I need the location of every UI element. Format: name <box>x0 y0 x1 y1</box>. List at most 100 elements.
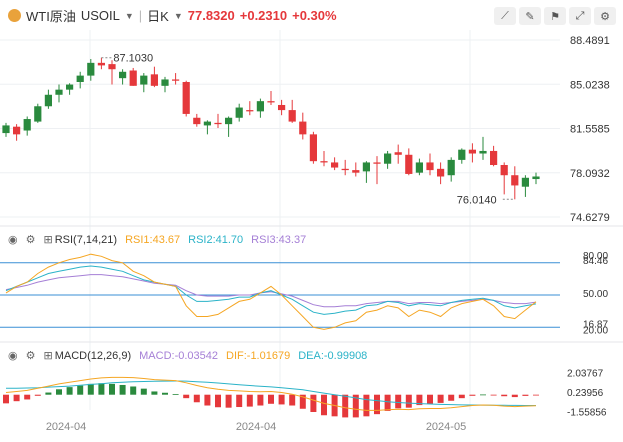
candle-body <box>394 152 402 155</box>
rsi3-line <box>5 274 537 308</box>
macd-histogram-bar <box>215 394 221 408</box>
candle-body <box>437 168 445 177</box>
candle-body <box>87 62 95 76</box>
indicator-settings-icon[interactable]: ⚙ <box>25 234 36 246</box>
mark-tool-icon[interactable]: ⚑ <box>544 7 566 25</box>
symbol-flag-icon <box>8 9 21 22</box>
macd-histogram-bar <box>501 394 508 397</box>
fullscreen-icon[interactable]: ⤢ <box>569 7 591 25</box>
candle-body <box>447 159 455 176</box>
macd-histogram-bar <box>77 385 84 395</box>
timeframe-select[interactable]: 日K <box>147 9 169 24</box>
macd-histogram-bar <box>289 394 296 406</box>
visibility-eye-icon[interactable]: ◉ <box>8 350 18 362</box>
symbol-dropdown-icon[interactable]: ▼ <box>124 10 134 21</box>
macd-histogram-bar <box>98 383 105 395</box>
candle-body <box>246 110 254 112</box>
candle-body <box>288 110 296 122</box>
macd-histogram-bar <box>236 394 243 408</box>
macd-histogram-bar <box>119 384 126 395</box>
candle-body <box>119 71 127 79</box>
candle-body <box>362 162 370 172</box>
macd-histogram-bar <box>151 391 158 395</box>
low-price-label: 76.0140 <box>457 194 497 206</box>
candle-body <box>66 84 74 90</box>
dif-line <box>5 376 537 411</box>
macd-histogram-bar <box>140 388 147 395</box>
candle-body <box>13 126 21 135</box>
macd-panel: 2.03767 0.23956 -1.55856 <box>3 369 607 419</box>
rsi1-value: RSI1:43.67 <box>125 233 181 246</box>
candle-body <box>278 104 286 111</box>
macd-histogram-bar <box>278 394 285 405</box>
macd-histogram-bar <box>183 394 190 399</box>
candle-body <box>458 149 466 160</box>
candle-body <box>532 176 540 180</box>
macd-histogram-bar <box>246 394 253 407</box>
candle-body <box>341 168 349 171</box>
macd-histogram-bar <box>469 394 476 396</box>
macd-histogram-bar <box>204 394 211 406</box>
timeframe-dropdown-icon[interactable]: ▼ <box>173 10 183 21</box>
symbol-name[interactable]: WTI原油 <box>26 9 76 24</box>
rsi3-value: RSI3:43.37 <box>251 233 307 246</box>
macd-histogram-bar <box>480 394 486 396</box>
expand-box-icon[interactable]: ⊞ <box>43 234 53 246</box>
macd-axis-label: 0.23956 <box>567 388 604 399</box>
macd-histogram-bar <box>342 394 349 418</box>
macd-histogram-bar <box>395 394 402 409</box>
grid-lines <box>0 30 623 410</box>
macd-histogram-bar <box>225 394 232 408</box>
dea-value: DEA:-0.99908 <box>298 349 368 362</box>
indicator-settings-icon[interactable]: ⚙ <box>25 350 36 362</box>
macd-histogram-bar <box>511 394 518 398</box>
macd-histogram-bar <box>416 394 423 406</box>
macd-histogram-bar <box>522 394 529 396</box>
macd-axis-label: 2.03767 <box>567 369 604 380</box>
rsi-legend: ◉ ⚙ ⊞ RSI(7,14,21) RSI1:43.67 RSI2:41.70… <box>8 233 307 247</box>
visibility-eye-icon[interactable]: ◉ <box>8 234 18 246</box>
candle-body <box>150 74 158 86</box>
candle-body <box>55 89 63 95</box>
candle-body <box>235 107 243 118</box>
candle-body <box>511 175 519 186</box>
price-change-pct: +0.30% <box>292 8 337 23</box>
price-axis-label: 78.0932 <box>570 168 610 180</box>
macd-histogram-bar <box>458 394 465 399</box>
candle-body <box>76 75 84 83</box>
price-axis-label: 88.4891 <box>570 35 610 47</box>
symbol-code[interactable]: USOIL <box>80 8 120 23</box>
expand-box-icon[interactable]: ⊞ <box>43 350 53 362</box>
candle-body <box>521 177 529 187</box>
macd-histogram-bar <box>533 394 539 396</box>
candle-body <box>468 149 476 154</box>
candle-body <box>373 162 381 164</box>
candle-body <box>2 125 10 134</box>
kline-chart[interactable]: 88.4891 85.0238 81.5585 78.0932 74.6279 87.10… <box>0 30 623 442</box>
draw-tool-icon[interactable]: ✎ <box>519 7 541 25</box>
candle-body <box>479 150 487 154</box>
line-tool-icon[interactable]: ⟋ <box>494 7 516 25</box>
candle-body <box>500 165 508 176</box>
candle-body <box>256 101 264 112</box>
candle-body <box>415 162 423 173</box>
rsi1-line <box>5 253 537 330</box>
macd-histogram-bar <box>162 392 168 395</box>
price-change: +0.2310 <box>239 8 288 23</box>
macd-histogram-bar <box>448 394 455 401</box>
candle-body <box>161 79 169 86</box>
price-axis: 88.4891 85.0238 81.5585 78.0932 74.6279 87.10… <box>101 35 610 224</box>
macd-histogram-bar <box>130 386 137 395</box>
macd-histogram-bar <box>268 394 274 404</box>
candle-body <box>331 162 339 168</box>
settings-icon[interactable]: ⚙ <box>594 7 616 25</box>
macd-histogram-bar <box>3 394 9 404</box>
high-price-label: 87.1030 <box>113 53 153 65</box>
candle-body <box>267 101 275 103</box>
rsi-axis-label: 16.87 <box>583 320 608 331</box>
candle-body <box>320 161 328 163</box>
rsi-axis-label: 84.46 <box>583 256 608 267</box>
candle-body <box>182 82 190 114</box>
macd-histogram-bar <box>87 383 94 395</box>
